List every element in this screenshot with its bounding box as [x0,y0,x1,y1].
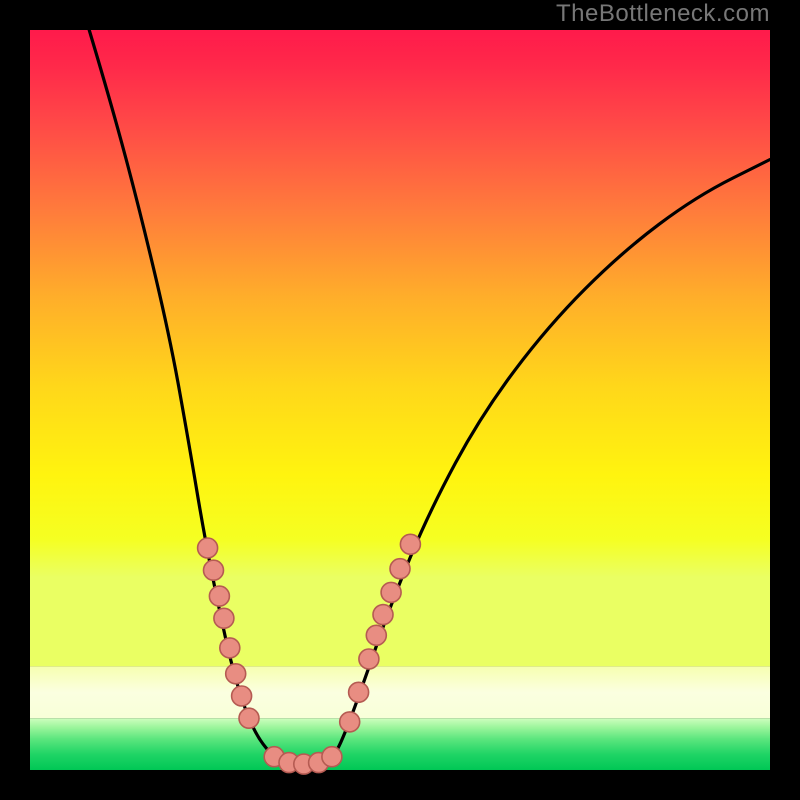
data-marker [381,582,401,602]
data-marker [232,686,252,706]
data-marker [373,605,393,625]
data-marker [226,664,246,684]
data-marker [214,608,234,628]
chart-svg [0,0,800,800]
data-marker [359,649,379,669]
gradient-green-band [30,718,770,770]
data-marker [220,638,240,658]
data-marker [340,712,360,732]
data-marker [390,559,410,579]
plot-area [30,30,770,774]
watermark-text: TheBottleneck.com [556,0,770,28]
data-marker [322,747,342,767]
data-marker [204,560,224,580]
data-marker [209,586,229,606]
data-marker [198,538,218,558]
data-marker [400,534,420,554]
data-marker [366,625,386,645]
data-marker [239,708,259,728]
data-marker [349,682,369,702]
chart-stage: TheBottleneck.com [0,0,800,800]
gradient-pale-band [30,666,770,718]
